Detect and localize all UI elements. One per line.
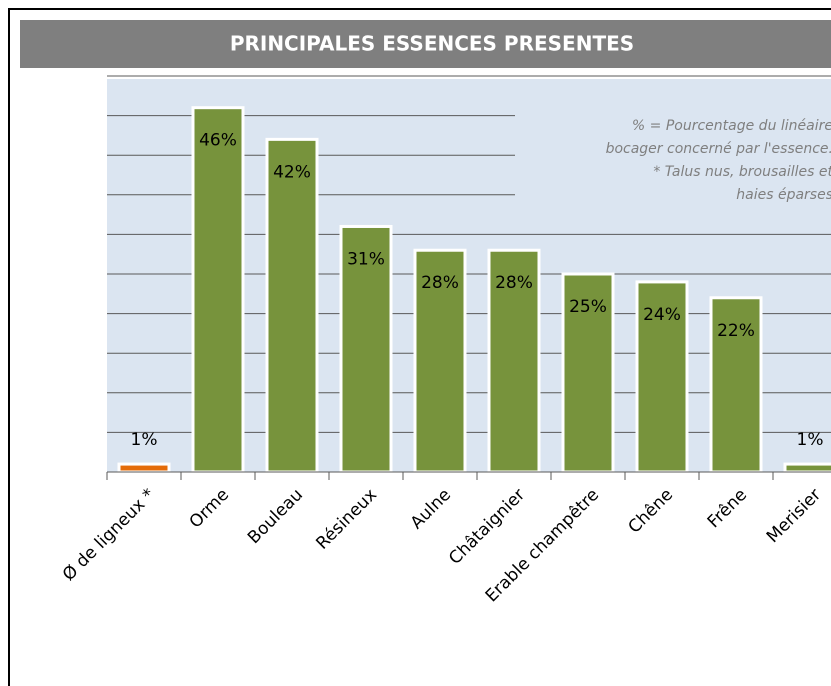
marks: 1% 46% 42% 31% 28% 28% 25% 24% 22% 1% xyxy=(117,106,831,474)
annotation: bocager concerné par l'essence. xyxy=(606,141,831,157)
bar xyxy=(635,280,689,474)
data-label: 1% xyxy=(131,430,158,450)
data-label: 28% xyxy=(421,273,459,293)
data-label: 31% xyxy=(347,249,385,269)
bar xyxy=(487,248,541,474)
annotation: * Talus nus, brousailles et xyxy=(653,164,831,180)
data-label: 42% xyxy=(273,162,311,182)
data-label: 24% xyxy=(643,305,681,325)
data-label: 1% xyxy=(797,430,824,450)
bar xyxy=(413,248,467,474)
bar xyxy=(339,224,393,474)
bar xyxy=(783,462,831,474)
annotation: % = Pourcentage du linéaire xyxy=(632,118,831,134)
bar xyxy=(709,296,763,474)
annotation-bg xyxy=(515,108,831,228)
data-label: 28% xyxy=(495,273,533,293)
chart-title: PRINCIPALES ESSENCES PRESENTES xyxy=(230,32,634,56)
data-label: 25% xyxy=(569,297,607,317)
bar xyxy=(265,137,319,474)
title-banner xyxy=(20,20,831,68)
data-label: 22% xyxy=(717,321,755,341)
annotation: haies éparses xyxy=(736,187,831,203)
bar xyxy=(191,106,245,474)
bar xyxy=(117,462,171,474)
data-label: 46% xyxy=(199,131,237,151)
